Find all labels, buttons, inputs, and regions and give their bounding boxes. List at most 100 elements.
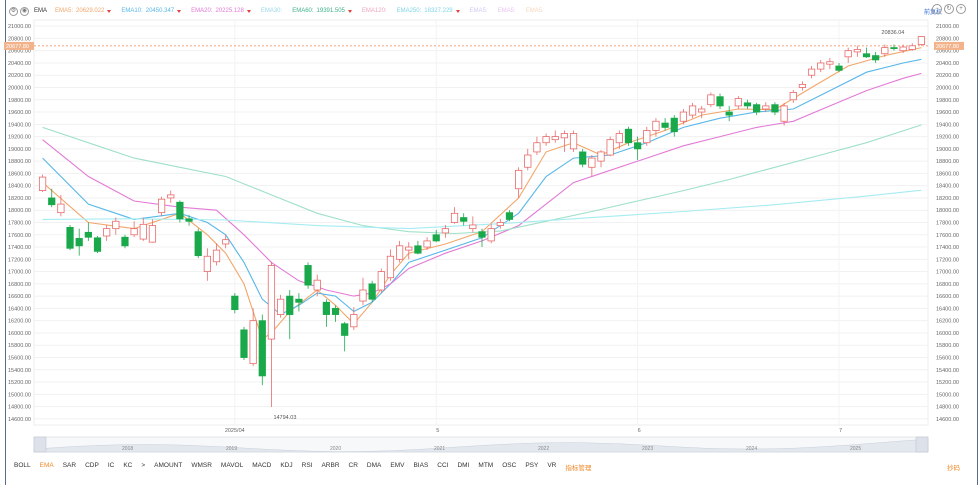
indicator-tab[interactable]: MACD	[252, 462, 272, 469]
candle-body	[368, 283, 376, 300]
candle-body	[762, 105, 770, 110]
ema-legend-item[interactable]: EMA60: 19391.505	[292, 8, 352, 14]
navigator-handle-left	[33, 436, 47, 453]
indicator-tab[interactable]: CR	[348, 462, 358, 469]
indicator-tab[interactable]: ARBR	[321, 462, 340, 469]
candle-body	[707, 94, 715, 106]
candle-body	[249, 320, 257, 365]
right-axis-tick: 15000.00	[936, 392, 959, 398]
candle-body	[890, 47, 898, 50]
right-axis-tick: 17800.00	[936, 221, 959, 227]
ema-legend-item[interactable]: EMA120:	[362, 8, 387, 14]
candle-body	[725, 111, 733, 116]
navigator-year-label: 2023	[642, 446, 653, 452]
ema-legend-item[interactable]: EMA5:	[498, 8, 516, 14]
ema-legend-item[interactable]: EMA10: 20450.347	[121, 8, 182, 14]
indicator-tab[interactable]: AMOUNT	[154, 462, 183, 469]
refresh-icon[interactable]: ↻	[944, 4, 954, 14]
ema-legend-item[interactable]: EMA5: 20629.022	[55, 8, 112, 14]
candle-body	[386, 255, 395, 279]
left-axis-tick: 16400.00	[8, 306, 31, 312]
indicator-tab[interactable]: 指标管理	[565, 465, 592, 472]
right-axis-tick: 20800.00	[936, 36, 959, 42]
indicator-tab[interactable]: DMI	[457, 462, 470, 469]
candle-body	[643, 130, 651, 144]
indicator-tab[interactable]: EMV	[390, 462, 405, 469]
bottom-right-link[interactable]: 抄码	[947, 465, 960, 472]
zoom-in-icon[interactable]: +	[956, 4, 966, 14]
indicator-tab[interactable]: KDJ	[280, 462, 293, 469]
ema-legend-label: EMA20:	[191, 8, 213, 14]
right-axis-tick: 16800.00	[936, 282, 959, 288]
candle-body	[276, 298, 285, 315]
left-axis-tick: 18000.00	[8, 208, 31, 214]
navigator-year-label: 2022	[538, 446, 549, 452]
indicator-tab[interactable]: OSC	[502, 462, 517, 469]
candle-body	[295, 298, 303, 303]
navigator-year-label: 2021	[434, 446, 445, 452]
candle-body	[478, 231, 486, 238]
candle-body	[771, 104, 779, 113]
candle-body	[661, 122, 669, 128]
navigator-year-label: 2025	[850, 446, 861, 452]
candle-body	[533, 142, 541, 153]
left-axis-tick: 16600.00	[8, 294, 31, 300]
adjust-mode-link[interactable]: 前复权	[923, 10, 942, 16]
ema-legend-item[interactable]: EMA250: 18327.229	[397, 8, 460, 14]
indicator-tab[interactable]: PSY	[525, 462, 539, 469]
time-axis-label: 2025/04	[225, 428, 245, 434]
candle-body	[551, 136, 559, 141]
left-axis-tick: 17200.00	[8, 257, 31, 263]
indicator-tab[interactable]: CCI	[437, 462, 449, 469]
ema-legend-item[interactable]: EMA5:	[470, 8, 488, 14]
indicator-tab[interactable]: >	[141, 462, 146, 469]
right-axis-tick: 21000.00	[936, 24, 959, 30]
indicator-tab[interactable]: BIAS	[413, 462, 429, 469]
left-axis-tick: 18600.00	[8, 171, 31, 177]
ema-legend-label: EMA120:	[361, 8, 387, 14]
indicator-tab[interactable]: WMSR	[191, 462, 212, 469]
candle-body	[734, 98, 742, 107]
left-axis-tick: 19600.00	[8, 110, 31, 116]
right-axis-tick: 19000.00	[936, 147, 959, 153]
indicator-tab[interactable]: BOLL	[14, 462, 31, 469]
candle-body	[780, 105, 788, 122]
ema-legend-item[interactable]: EMA5:	[526, 8, 544, 14]
visibility-icon[interactable]: ◉	[20, 6, 29, 16]
indicator-tab[interactable]: VR	[547, 462, 557, 469]
candle-body	[542, 136, 550, 144]
candle-body	[450, 212, 459, 223]
indicator-tab[interactable]: MTM	[478, 462, 494, 469]
indicator-tab[interactable]: KC	[123, 462, 133, 469]
candle-body	[377, 271, 385, 291]
left-axis-tick: 20400.00	[8, 61, 31, 67]
settings-icon[interactable]: ⚙	[9, 6, 18, 16]
left-axis-tick: 19200.00	[8, 135, 31, 141]
indicator-tab[interactable]: SAR	[62, 462, 77, 469]
right-axis-tick: 16000.00	[936, 331, 959, 337]
ema-legend-value: 19391.505	[316, 8, 345, 14]
left-axis-tick: 15000.00	[8, 392, 31, 398]
candle-body	[624, 128, 633, 144]
indicator-tab[interactable]: IC	[107, 462, 115, 469]
indicator-tab[interactable]: MAVOL	[220, 462, 244, 469]
indicator-tab[interactable]: DMA	[366, 462, 382, 469]
ema-legend-item[interactable]: EMA30:	[261, 8, 282, 14]
indicator-name[interactable]: EMA	[34, 8, 48, 14]
indicator-tab[interactable]: EMA	[39, 462, 54, 469]
candle-body	[38, 176, 47, 191]
candle-body	[798, 84, 807, 88]
ema-legend-value: 20629.022	[76, 8, 105, 14]
ema-legend-label: EMA10:	[121, 8, 143, 14]
candle-body	[606, 139, 614, 156]
candle-body	[48, 197, 56, 206]
indicator-tab[interactable]: CDP	[85, 462, 99, 469]
right-axis-tick: 17000.00	[936, 270, 959, 276]
candle-body	[130, 228, 138, 236]
ema-legend-item[interactable]: EMA20: 20225.128	[191, 8, 251, 14]
indicator-tab[interactable]: RSI	[301, 462, 313, 469]
ema-legend-label: EMA250:	[396, 8, 422, 14]
zoom-out-icon[interactable]: −	[932, 4, 942, 14]
trend-down-icon	[107, 9, 112, 13]
